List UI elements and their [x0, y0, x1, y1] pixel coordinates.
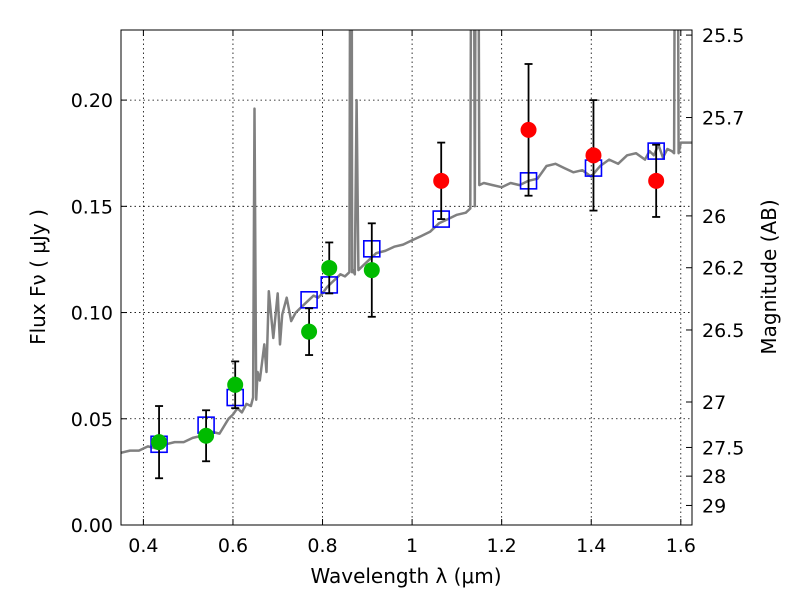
y-axis-label: Flux Fν ( μJy ) — [26, 209, 50, 345]
x-axis-label: Wavelength λ (μm) — [310, 564, 501, 588]
observed-red-point — [648, 172, 665, 189]
right-tick-label: 26 — [702, 206, 726, 228]
x-tick-label: 0.6 — [218, 535, 248, 557]
right-tick-label: 27.5 — [702, 437, 744, 459]
right-tick-label: 26.5 — [702, 320, 744, 342]
y-tick-label: 0.05 — [71, 409, 113, 431]
observed-green-point — [151, 434, 168, 451]
x-tick-label: 1.4 — [576, 535, 606, 557]
observed-green-point — [227, 376, 244, 393]
model-spectrum — [121, 30, 692, 455]
plot-frame — [120, 29, 693, 526]
observed-red-point — [433, 172, 450, 189]
right-tick-label: 25.7 — [702, 108, 744, 130]
observed-green-point — [198, 427, 215, 444]
y-tick-label: 0.00 — [71, 515, 113, 537]
right-tick-label: 28 — [702, 466, 726, 488]
right-tick-label: 25.5 — [702, 25, 744, 47]
right-tick-label: 26.2 — [702, 258, 744, 280]
grid — [121, 30, 692, 526]
observed-red-point — [585, 147, 602, 164]
observed-red-point — [520, 121, 537, 138]
spectrum-line — [121, 30, 692, 455]
data-points — [150, 63, 665, 480]
y-tick-label: 0.15 — [71, 196, 113, 218]
y-tick-label: 0.10 — [71, 303, 113, 325]
right-tick-label: 29 — [702, 495, 726, 517]
y-tick-label: 0.20 — [71, 90, 113, 112]
right-tick-label: 27 — [702, 392, 726, 414]
x-tick-label: 1.2 — [487, 535, 517, 557]
axis-ticks: 0.4 0.6 0.8 1 1.2 1.4 1.6 0.00 0.05 0.10 0.15 0.20 2… — [71, 25, 745, 557]
x-tick-label: 1.6 — [666, 535, 696, 557]
observed-green-point — [363, 262, 380, 279]
x-tick-label: 0.8 — [307, 535, 337, 557]
right-axis-label: Magnitude (AB) — [757, 199, 781, 354]
observed-green-point — [321, 259, 338, 276]
observed-green-point — [301, 323, 318, 340]
x-tick-label: 0.4 — [128, 535, 158, 557]
x-tick-label: 1 — [406, 535, 418, 557]
